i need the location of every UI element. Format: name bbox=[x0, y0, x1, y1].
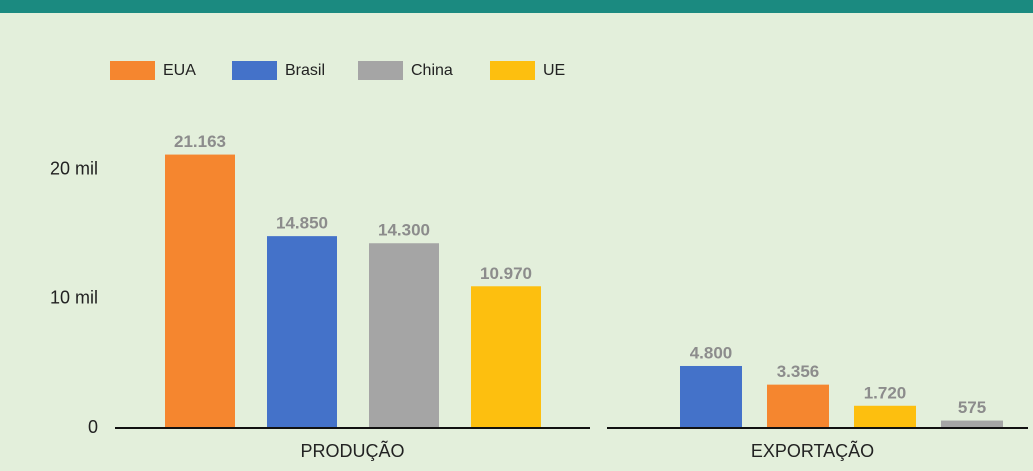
legend-swatch bbox=[232, 61, 277, 80]
bar bbox=[471, 286, 541, 428]
bar bbox=[369, 243, 439, 428]
x-axis-label: PRODUÇÃO bbox=[300, 440, 404, 461]
bar bbox=[267, 236, 337, 428]
legend-swatch bbox=[110, 61, 155, 80]
legend-label: Brasil bbox=[285, 62, 325, 79]
header-bar bbox=[0, 0, 1033, 13]
y-tick-label: 20 mil bbox=[50, 158, 98, 178]
value-label: 1.720 bbox=[864, 383, 907, 402]
x-axis-label: EXPORTAÇÃO bbox=[751, 440, 874, 461]
bar bbox=[941, 420, 1003, 428]
legend-label: UE bbox=[543, 62, 565, 79]
bar bbox=[165, 154, 235, 428]
bar bbox=[680, 365, 742, 428]
y-tick-label: 10 mil bbox=[50, 288, 98, 308]
value-label: 14.300 bbox=[378, 221, 430, 240]
y-tick-label: 0 bbox=[88, 417, 98, 437]
value-label: 3.356 bbox=[777, 362, 820, 381]
legend-swatch bbox=[490, 61, 535, 80]
bar bbox=[854, 405, 916, 428]
value-label: 21.163 bbox=[174, 132, 226, 151]
value-label: 575 bbox=[958, 398, 986, 417]
value-label: 10.970 bbox=[480, 264, 532, 283]
legend-swatch bbox=[358, 61, 403, 80]
legend-label: EUA bbox=[163, 62, 196, 79]
legend-label: China bbox=[411, 62, 453, 79]
value-label: 4.800 bbox=[690, 343, 733, 362]
bar bbox=[767, 384, 829, 428]
value-label: 14.850 bbox=[276, 214, 328, 233]
